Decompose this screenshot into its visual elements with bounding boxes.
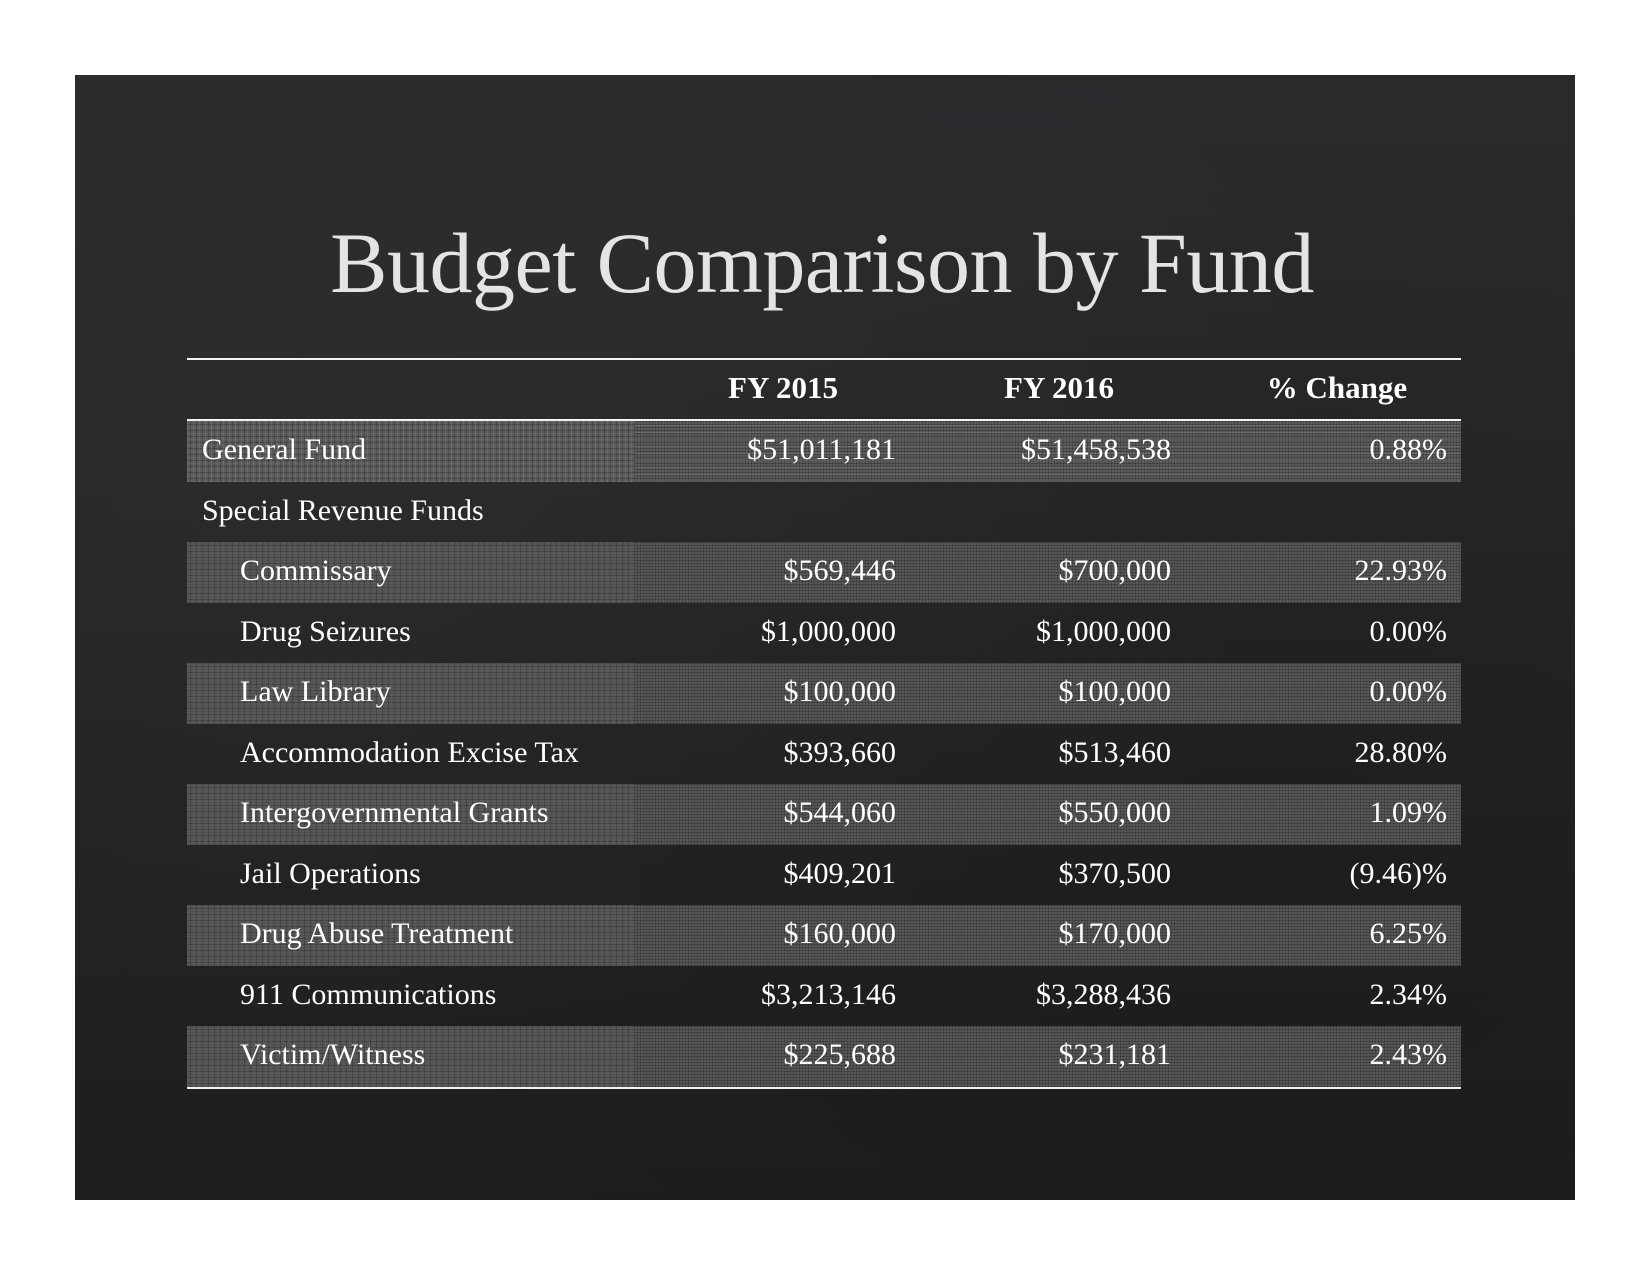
fy2016-value: $51,458,538 xyxy=(1021,433,1171,466)
table-row: Commissary $569,446 $700,000 22.93% xyxy=(187,542,1461,603)
pct-change-value: 28.80% xyxy=(1354,735,1448,769)
table-row: Accommodation Excise Tax $393,660 $513,4… xyxy=(187,724,1461,785)
column-header-pct-change: % Change xyxy=(1266,370,1408,405)
fund-name: General Fund xyxy=(202,433,367,466)
fund-name: Drug Seizures xyxy=(240,614,411,648)
table-row-section-special-revenue: Special Revenue Funds xyxy=(187,482,1461,543)
table-header-row: FY 2015 FY 2016 % Change xyxy=(187,360,1461,419)
table-row: Intergovernmental Grants $544,060 $550,0… xyxy=(187,784,1461,845)
fy2015-value: $393,660 xyxy=(783,735,897,769)
fy2016-value: $3,288,436 xyxy=(1036,977,1171,1011)
fy2016-value: $100,000 xyxy=(1058,675,1172,708)
table-row: 911 Communications $3,213,146 $3,288,436… xyxy=(187,966,1461,1027)
fy2016-value: $370,500 xyxy=(1058,856,1172,890)
fy2015-value: $569,446 xyxy=(783,554,897,587)
pct-change-value: 0.88% xyxy=(1369,433,1448,466)
fund-name: 911 Communications xyxy=(240,977,497,1011)
table-bottom-rule xyxy=(187,1086,1461,1089)
slide-title: Budget Comparison by Fund xyxy=(330,215,1314,311)
table-header-rule xyxy=(187,419,1461,421)
fund-name: Jail Operations xyxy=(240,856,421,890)
table-row: Law Library $100,000 $100,000 0.00% xyxy=(187,663,1461,724)
column-header-fy2015: FY 2015 xyxy=(728,370,838,405)
pct-change-value: 6.25% xyxy=(1369,917,1448,950)
pct-change-value: 2.34% xyxy=(1369,977,1448,1011)
fy2015-value: $160,000 xyxy=(783,917,897,950)
fund-name: Law Library xyxy=(240,675,391,708)
fy2015-value: $1,000,000 xyxy=(761,614,896,648)
table-row: Victim/Witness $225,688 $231,181 2.43% xyxy=(187,1026,1461,1087)
section-label: Special Revenue Funds xyxy=(202,493,484,527)
table-row: Drug Seizures $1,000,000 $1,000,000 0.00… xyxy=(187,603,1461,664)
fy2016-value: $550,000 xyxy=(1058,796,1172,829)
fy2016-value: $513,460 xyxy=(1058,735,1172,769)
fy2015-value: $51,011,181 xyxy=(747,433,896,466)
budget-table: FY 2015 FY 2016 % Change General Fund $5… xyxy=(187,358,1461,1089)
fy2016-value: $1,000,000 xyxy=(1036,614,1171,648)
table-row: Drug Abuse Treatment $160,000 $170,000 6… xyxy=(187,905,1461,966)
pct-change-value: 0.00% xyxy=(1369,614,1448,648)
pct-change-value: (9.46)% xyxy=(1349,856,1447,890)
fy2015-value: $544,060 xyxy=(783,796,897,829)
fund-name: Drug Abuse Treatment xyxy=(240,917,514,950)
pct-change-value: 1.09% xyxy=(1369,796,1448,829)
pct-change-value: 2.43% xyxy=(1369,1038,1448,1071)
fy2015-value: $409,201 xyxy=(783,856,897,890)
fy2015-value: $100,000 xyxy=(783,675,897,708)
fy2015-value: $225,688 xyxy=(783,1038,897,1071)
fund-name: Accommodation Excise Tax xyxy=(240,735,579,769)
fund-name: Victim/Witness xyxy=(240,1038,426,1071)
fund-name: Intergovernmental Grants xyxy=(240,796,549,829)
fy2016-value: $231,181 xyxy=(1058,1038,1172,1071)
fy2015-value: $3,213,146 xyxy=(761,977,896,1011)
pct-change-value: 22.93% xyxy=(1354,554,1448,587)
pct-change-value: 0.00% xyxy=(1369,675,1448,708)
fy2016-value: $700,000 xyxy=(1058,554,1172,587)
fy2016-value: $170,000 xyxy=(1058,917,1172,950)
table-row-general-fund: General Fund $51,011,181 $51,458,538 0.8… xyxy=(187,421,1461,482)
slide: Budget Comparison by Fund FY 2015 FY 201… xyxy=(75,75,1575,1200)
table-row: Jail Operations $409,201 $370,500 (9.46)… xyxy=(187,845,1461,906)
fund-name: Commissary xyxy=(240,554,392,587)
column-header-fy2016: FY 2016 xyxy=(1004,370,1114,405)
table-top-rule xyxy=(187,358,1461,360)
